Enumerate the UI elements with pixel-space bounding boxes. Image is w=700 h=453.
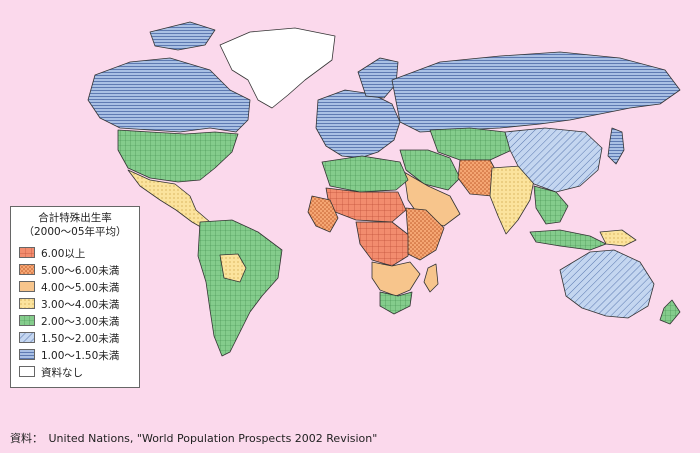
legend-item: 2.00～3.00未満: [19, 314, 137, 328]
legend-subtitle: （2000～05年平均）: [23, 226, 127, 238]
region-central-asia: [429, 127, 513, 161]
region-japan: [607, 127, 625, 165]
legend-item: 5.00～6.00未満: [19, 263, 137, 277]
region-south-america: [197, 219, 283, 357]
region-southeast-asia: [533, 185, 569, 225]
region-south-africa: [379, 291, 413, 315]
legend-item-label: 1.00～1.50未満: [41, 350, 120, 362]
world-map: [87, 21, 681, 357]
legend-title: 合計特殊出生率: [38, 212, 112, 224]
region-sahel: [325, 187, 407, 223]
source-note: 資料： United Nations, "World Population Pr…: [10, 432, 378, 445]
region-europe: [315, 89, 401, 159]
region-scandinavia: [357, 57, 399, 99]
region-iran-turkey: [399, 149, 461, 191]
legend-item-label: 資料なし: [41, 367, 83, 379]
legend-item-label: 1.50～2.00未満: [41, 333, 120, 345]
legend-item: 3.00～4.00未満: [19, 297, 137, 311]
region-greenland: [219, 27, 336, 109]
region-usa: [117, 129, 239, 183]
region-indonesia: [529, 229, 607, 251]
region-china: [504, 127, 603, 193]
legend-item: 4.00～5.00未満: [19, 280, 137, 294]
legend-item: 1.50～2.00未満: [19, 331, 137, 345]
legend-item-label: 5.00～6.00未満: [41, 265, 120, 277]
legend-item-label: 4.00～5.00未満: [41, 282, 120, 294]
region-east-africa: [405, 207, 445, 261]
region-australia: [559, 249, 655, 319]
region-west-africa: [307, 195, 339, 233]
map-legend: 合計特殊出生率 （2000～05年平均） 6.00以上 5.00～6.00未満 …: [10, 206, 140, 388]
region-new-zealand: [659, 299, 681, 325]
region-north-africa: [321, 155, 409, 193]
region-madagascar: [423, 263, 439, 293]
region-bolivia: [219, 253, 247, 283]
legend-item-label: 2.00～3.00未満: [41, 316, 120, 328]
region-canada-islands: [149, 21, 216, 51]
region-russia: [391, 51, 681, 133]
legend-item: 資料なし: [19, 365, 137, 379]
legend-item: 6.00以上: [19, 246, 137, 260]
region-southern-africa: [371, 261, 421, 297]
legend-item: 1.00～1.50未満: [19, 348, 137, 362]
legend-item-label: 6.00以上: [41, 248, 86, 260]
region-central-africa: [355, 221, 411, 267]
region-papua: [599, 229, 637, 247]
legend-item-label: 3.00～4.00未満: [41, 299, 120, 311]
region-canada: [87, 57, 251, 133]
